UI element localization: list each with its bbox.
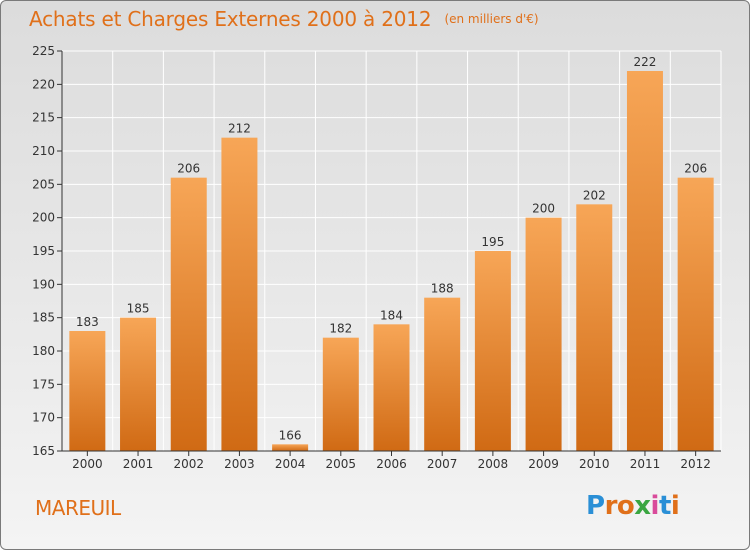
logo-letter: o	[616, 491, 635, 521]
logo-letter: t	[658, 491, 671, 521]
y-tick-label: 205	[32, 177, 55, 191]
y-tick-label: 165	[32, 444, 55, 458]
value-label-2011: 222	[634, 55, 657, 69]
bar-2002	[170, 177, 207, 451]
value-label-2010: 202	[583, 188, 606, 202]
logo-letter: x	[634, 491, 651, 521]
value-label-2000: 183	[76, 315, 99, 329]
y-tick-label: 200	[32, 211, 55, 225]
value-label-2012: 206	[684, 162, 707, 176]
bar-2007	[424, 297, 461, 451]
logo-letter: i	[650, 491, 660, 521]
x-tick-label-2011: 2011	[630, 457, 661, 471]
x-tick-label-2006: 2006	[376, 457, 407, 471]
value-label-2008: 195	[481, 235, 504, 249]
value-label-2003: 212	[228, 122, 251, 136]
bar-2005	[322, 337, 359, 451]
bar-2003	[221, 137, 258, 451]
x-tick-label-2004: 2004	[275, 457, 306, 471]
bar-2001	[120, 317, 157, 451]
y-tick-label: 185	[32, 311, 55, 325]
x-tick-label-2001: 2001	[123, 457, 154, 471]
value-label-2005: 182	[329, 322, 352, 336]
y-tick-label: 220	[32, 77, 55, 91]
x-tick-label-2012: 2012	[680, 457, 711, 471]
commune-name: MAREUIL	[35, 496, 121, 520]
y-tick-label: 190	[32, 277, 55, 291]
value-label-2009: 200	[532, 202, 555, 216]
value-label-2007: 188	[431, 282, 454, 296]
value-label-2006: 184	[380, 308, 403, 322]
x-tick-label-2000: 2000	[72, 457, 103, 471]
x-tick-label-2005: 2005	[326, 457, 357, 471]
x-tick-label-2009: 2009	[528, 457, 559, 471]
y-tick-label: 195	[32, 244, 55, 258]
y-tick-label: 215	[32, 111, 55, 125]
bar-2004	[272, 444, 309, 451]
y-tick-label: 210	[32, 144, 55, 158]
bar-2006	[373, 324, 410, 451]
chart-title-row: Achats et Charges Externes 2000 à 2012 (…	[29, 7, 539, 31]
bar-2012	[677, 177, 714, 451]
x-tick-label-2007: 2007	[427, 457, 458, 471]
logo-letter: i	[670, 491, 680, 521]
axes: 165 170 175 180 185 190 195 200 205 210 215 220 225 2…	[32, 44, 721, 471]
logo-letter: P	[586, 491, 605, 521]
x-tick-label-2010: 2010	[579, 457, 610, 471]
bars	[69, 71, 714, 451]
data-labels: 183 185 206 212 166 182 184 188 195 200 202 222 206	[76, 55, 707, 442]
x-tick-label-2008: 2008	[478, 457, 509, 471]
y-tick-label: 170	[32, 411, 55, 425]
chart-unit: (en milliers d'€)	[444, 12, 539, 26]
bar-2008	[474, 251, 511, 451]
bar-2011	[626, 71, 663, 451]
chart-title: Achats et Charges Externes 2000 à 2012	[29, 7, 432, 31]
y-tick-label: 180	[32, 344, 55, 358]
bar-2000	[69, 331, 106, 451]
logo-letter: r	[604, 491, 618, 521]
bar-2009	[525, 217, 562, 451]
value-label-2002: 206	[177, 162, 200, 176]
value-label-2001: 185	[127, 302, 150, 316]
x-tick-label-2002: 2002	[173, 457, 204, 471]
y-tick-label: 175	[32, 377, 55, 391]
proxiti-logo: Proxiti	[586, 491, 680, 521]
bar-2010	[576, 204, 613, 451]
x-tick-label-2003: 2003	[224, 457, 255, 471]
value-label-2004: 166	[279, 428, 302, 442]
y-tick-label: 225	[32, 44, 55, 58]
